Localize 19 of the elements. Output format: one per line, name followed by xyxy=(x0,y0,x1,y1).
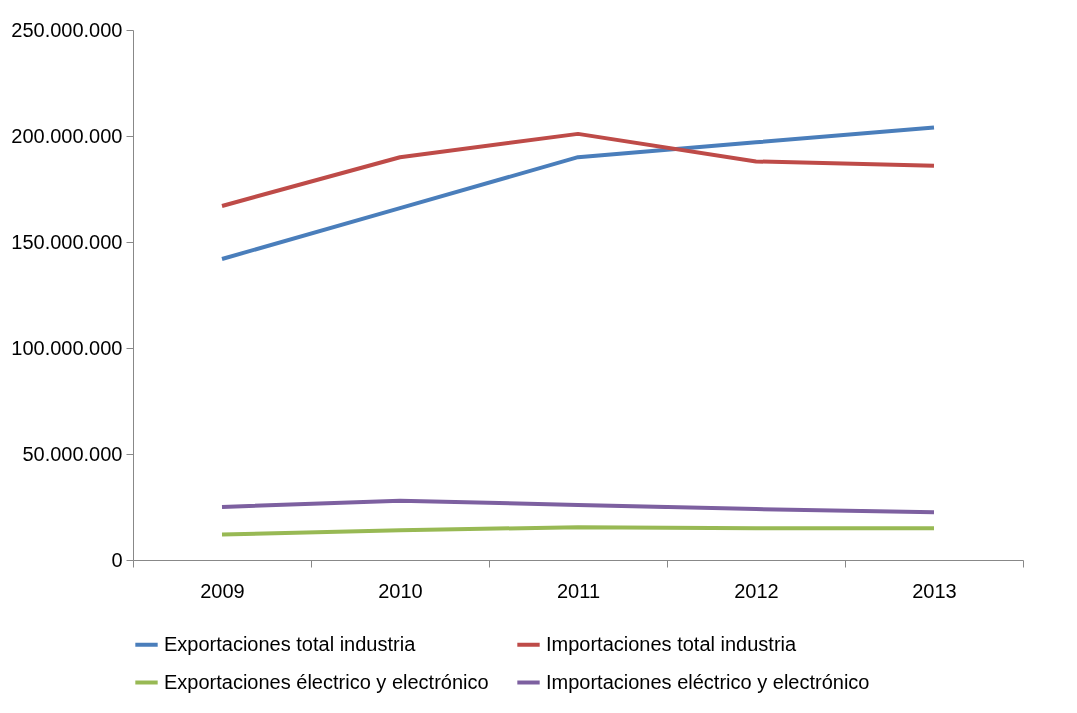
y-tick-label: 200.000.000 xyxy=(11,124,123,147)
legend-label: Importaciones eléctrico y electrónico xyxy=(546,670,870,693)
legend-label: Exportaciones total industria xyxy=(164,632,417,655)
line-series xyxy=(220,125,936,261)
line-series xyxy=(220,498,936,515)
line-series xyxy=(220,131,936,208)
line-series xyxy=(220,525,936,537)
legend-label: Importaciones total industria xyxy=(546,632,797,655)
legend-label: Exportaciones électrico y electrónico xyxy=(164,670,489,693)
x-tick-label: 2010 xyxy=(378,579,423,602)
y-tick-label: 250.000.000 xyxy=(11,18,123,41)
y-tick-label: 150.000.000 xyxy=(11,230,123,253)
x-tick-label: 2012 xyxy=(734,579,779,602)
y-tick-label: 100.000.000 xyxy=(11,336,123,359)
y-tick-label: 50.000.000 xyxy=(22,442,123,465)
x-tick-label: 2009 xyxy=(200,579,245,602)
x-tick-label: 2011 xyxy=(556,579,601,602)
y-tick-label: 0 xyxy=(111,548,123,571)
x-tick-label: 2013 xyxy=(912,579,957,602)
